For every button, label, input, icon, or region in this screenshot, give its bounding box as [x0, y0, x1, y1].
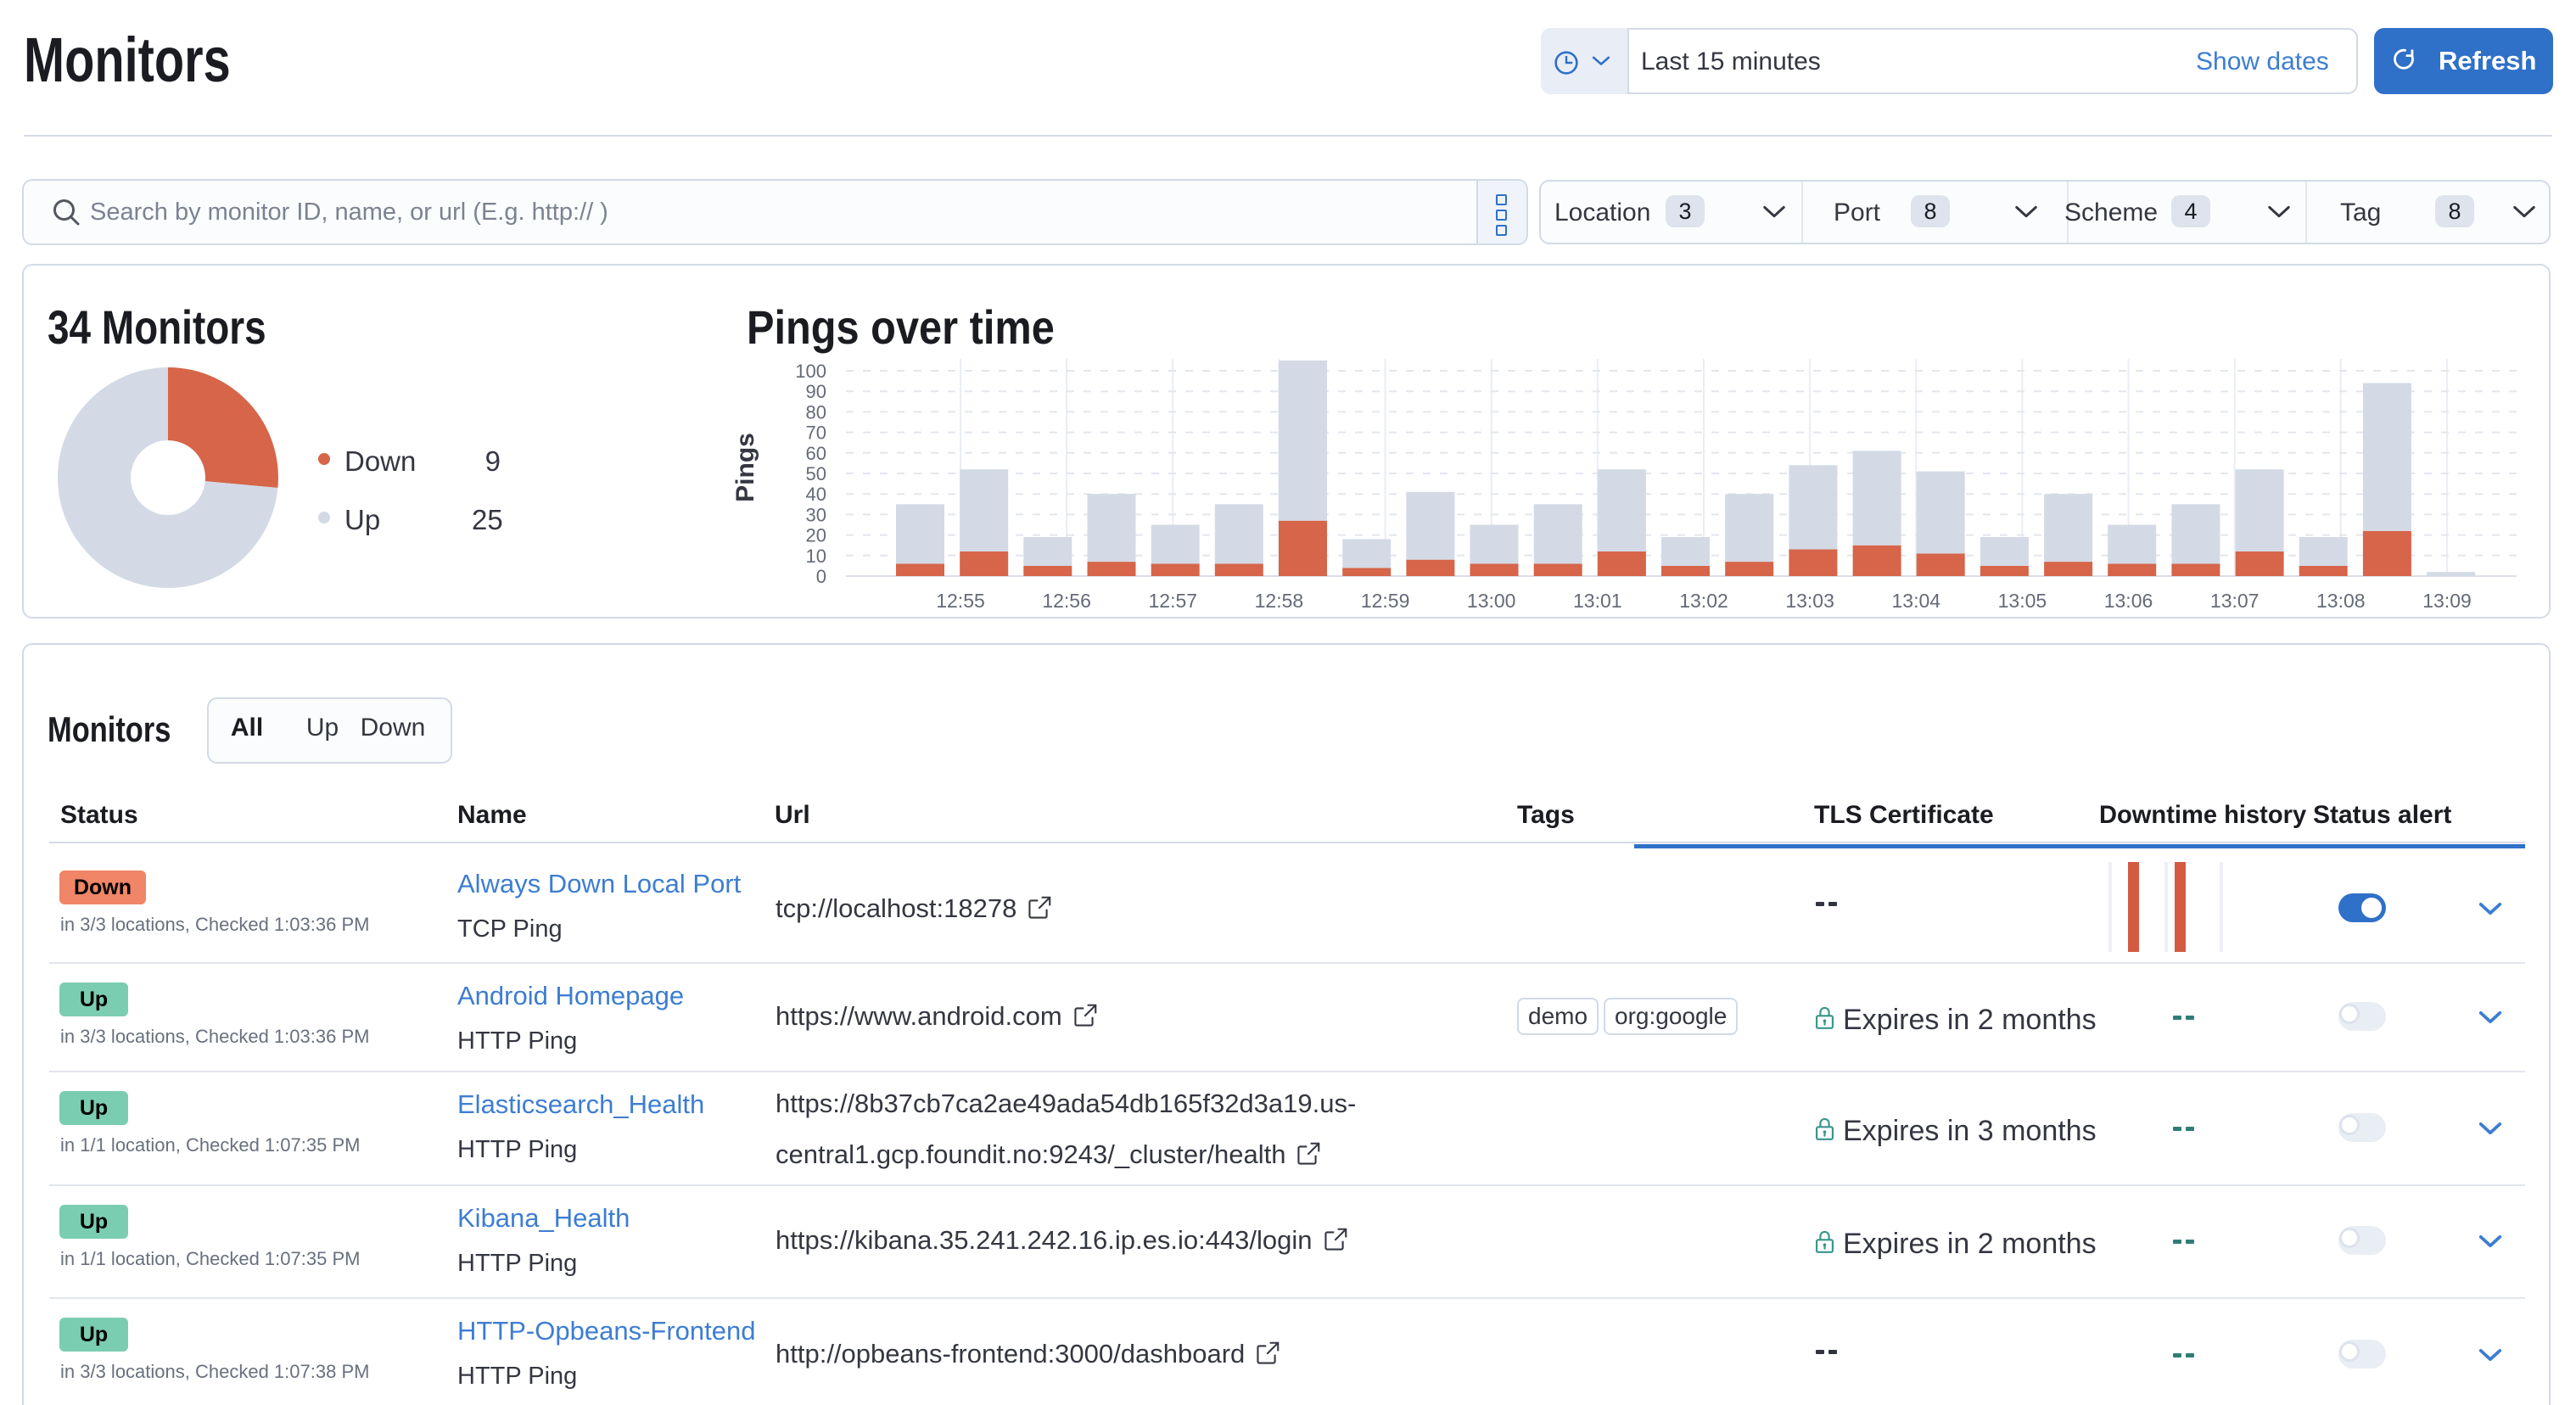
svg-text:20: 20 — [806, 525, 826, 546]
svg-text:12:56: 12:56 — [1042, 590, 1091, 612]
svg-text:13:02: 13:02 — [1679, 590, 1728, 612]
svg-text:90: 90 — [806, 381, 826, 402]
svg-text:13:06: 13:06 — [2104, 590, 2153, 612]
svg-text:13:07: 13:07 — [2210, 590, 2260, 612]
svg-text:60: 60 — [806, 443, 826, 464]
svg-text:40: 40 — [806, 484, 826, 505]
svg-text:13:03: 13:03 — [1785, 590, 1834, 612]
svg-text:80: 80 — [806, 401, 826, 423]
svg-text:13:00: 13:00 — [1467, 590, 1516, 612]
svg-text:12:59: 12:59 — [1361, 590, 1410, 612]
svg-text:Pings: Pings — [731, 433, 759, 502]
svg-text:13:01: 13:01 — [1573, 590, 1622, 612]
svg-text:13:05: 13:05 — [1998, 590, 2047, 612]
svg-text:70: 70 — [806, 423, 826, 444]
svg-text:0: 0 — [816, 566, 826, 587]
svg-text:50: 50 — [806, 463, 826, 484]
svg-text:100: 100 — [795, 361, 826, 382]
svg-text:12:57: 12:57 — [1149, 590, 1198, 612]
svg-text:13:04: 13:04 — [1892, 590, 1941, 612]
svg-text:10: 10 — [806, 546, 826, 567]
svg-text:12:58: 12:58 — [1255, 590, 1304, 612]
svg-text:13:08: 13:08 — [2316, 590, 2366, 612]
svg-text:12:55: 12:55 — [936, 590, 985, 612]
svg-text:30: 30 — [806, 504, 826, 525]
svg-text:13:09: 13:09 — [2422, 590, 2472, 612]
